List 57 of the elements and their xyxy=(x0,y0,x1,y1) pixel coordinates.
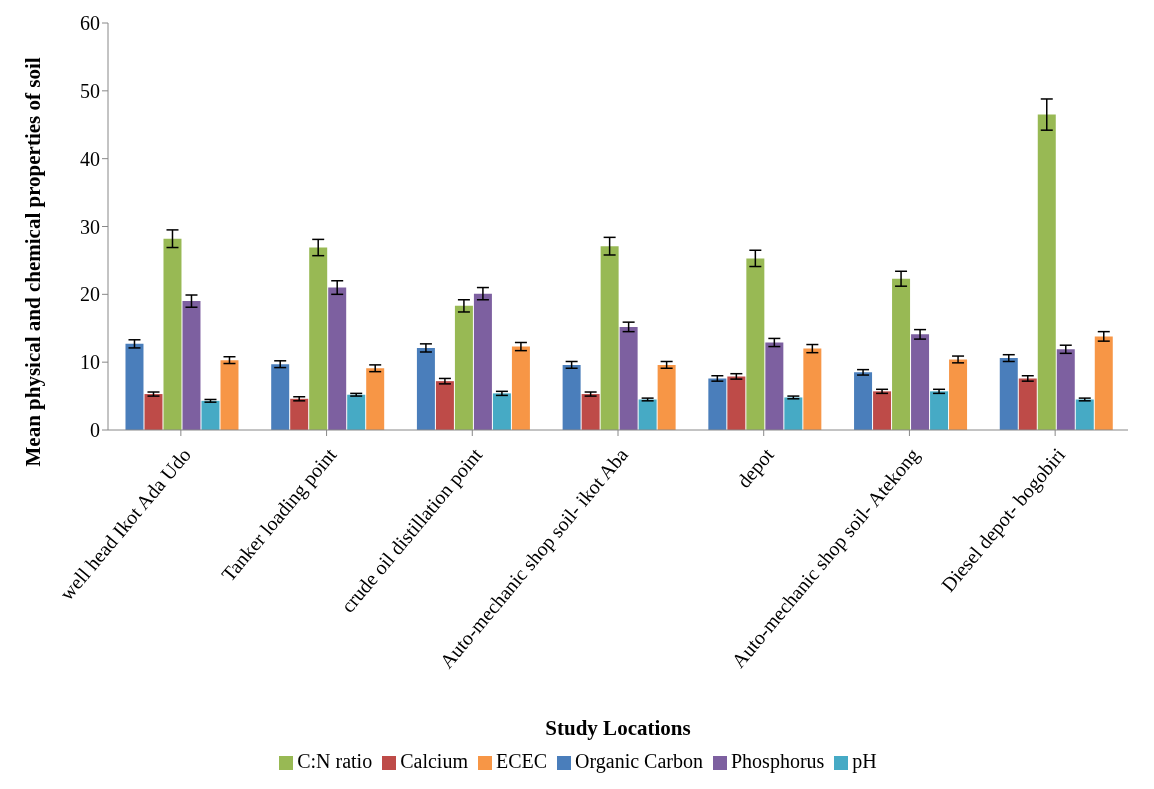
bar xyxy=(1037,114,1056,430)
bar xyxy=(600,246,619,430)
bar xyxy=(911,334,930,430)
bar xyxy=(949,359,968,430)
bar xyxy=(492,393,511,430)
y-axis-title: Mean physical and chemical properties of soil xyxy=(21,57,46,467)
bar xyxy=(999,358,1018,430)
bar xyxy=(290,398,309,430)
bar xyxy=(220,360,239,430)
bar xyxy=(511,346,530,430)
legend-label: Organic Carbon xyxy=(575,750,703,772)
bar xyxy=(619,326,638,430)
bar xyxy=(125,343,144,430)
bar xyxy=(727,376,746,430)
bar xyxy=(347,394,366,430)
y-tick-label: 60 xyxy=(80,12,100,35)
bar xyxy=(1018,378,1037,430)
legend-label: pH xyxy=(852,750,877,772)
bar xyxy=(182,301,201,430)
bar xyxy=(638,399,657,430)
y-tick-label: 20 xyxy=(80,283,100,306)
bar xyxy=(854,372,873,430)
legend-label: Phosphorus xyxy=(731,750,825,772)
legend-label: ECEC xyxy=(495,750,548,772)
legend-label: Calcium xyxy=(400,750,468,772)
bar xyxy=(144,394,163,430)
bar xyxy=(416,347,435,430)
bar xyxy=(201,400,220,430)
x-axis-title: Study Locations xyxy=(545,716,691,740)
bar xyxy=(892,278,911,430)
bar xyxy=(1056,349,1075,430)
bar xyxy=(454,305,473,430)
bar xyxy=(784,397,803,430)
bar xyxy=(366,368,385,430)
y-tick-label: 40 xyxy=(80,147,100,170)
y-tick-label: 30 xyxy=(80,215,100,238)
bar xyxy=(746,258,765,430)
y-tick-label: 50 xyxy=(80,79,100,102)
bar xyxy=(657,364,676,430)
y-tick-label: 10 xyxy=(80,351,100,374)
bar xyxy=(271,364,290,430)
bar xyxy=(473,293,492,430)
bar xyxy=(803,348,822,430)
bar xyxy=(309,247,328,430)
legend-label: C:N ratio xyxy=(297,750,373,772)
bar xyxy=(435,381,454,430)
bar xyxy=(765,342,784,430)
bar xyxy=(708,378,727,430)
bar xyxy=(163,238,182,430)
bar xyxy=(930,391,949,430)
bar xyxy=(581,394,600,430)
bar xyxy=(328,287,347,430)
bar xyxy=(1094,336,1113,430)
bar xyxy=(562,364,581,430)
bar xyxy=(873,391,892,430)
bar xyxy=(1075,399,1094,430)
y-tick-label: 0 xyxy=(90,419,100,442)
